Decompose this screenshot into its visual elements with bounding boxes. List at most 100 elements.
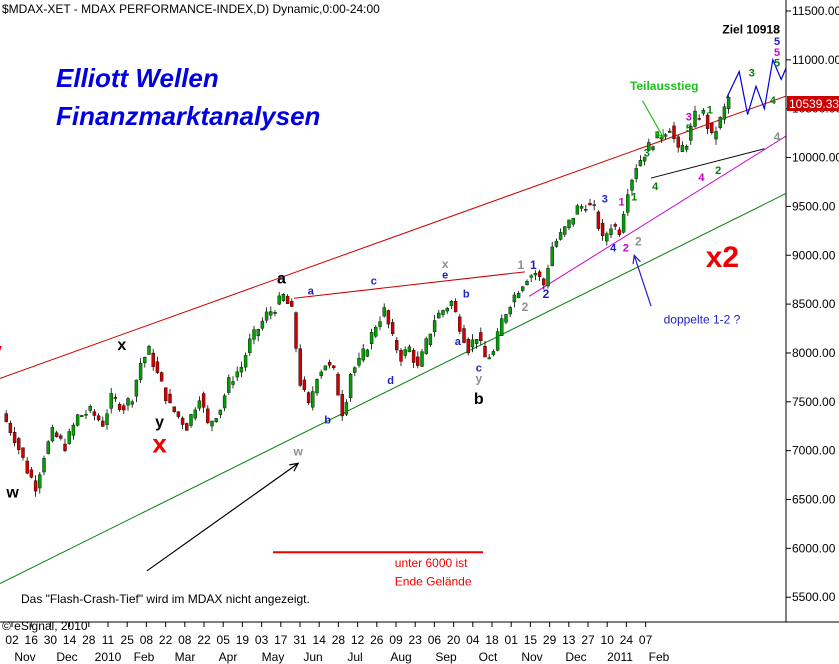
candle-up xyxy=(134,379,139,397)
x-tick-label: 06 xyxy=(428,633,442,647)
x-tick-label: 27 xyxy=(581,633,595,647)
candle-up xyxy=(126,398,130,406)
annotation-text: doppelte 1-2 ? xyxy=(664,313,741,327)
wave-label: a xyxy=(277,271,286,288)
candle-up xyxy=(239,366,244,373)
x-axis-ticks: 02 16 30 14 28 11 25 08 22 08 22 05 19 03 17 31 14 28 12 26… xyxy=(5,622,653,647)
wave-label: y xyxy=(155,414,164,431)
candle-down xyxy=(710,122,714,133)
last-price-box xyxy=(787,96,839,111)
candle-down xyxy=(416,356,420,366)
x-tick-label: 22 xyxy=(197,633,211,647)
candle-up xyxy=(420,351,424,367)
heading-line-2: Finanzmarktanalysen xyxy=(56,101,320,131)
candle-down xyxy=(294,312,298,349)
candle-up xyxy=(693,110,697,127)
candle-up xyxy=(634,168,638,179)
candle-down xyxy=(8,422,13,434)
wave-label: w xyxy=(293,445,304,459)
candle-up xyxy=(579,206,584,209)
candle-down xyxy=(33,480,38,492)
wave-label: 4 xyxy=(698,172,705,184)
wave-label: 1 xyxy=(517,258,524,272)
candle-up xyxy=(441,310,445,315)
candle-up xyxy=(38,474,42,489)
annotation-text: Ende Gelände xyxy=(395,574,472,588)
candle-up xyxy=(189,414,193,426)
wave-label: 1 xyxy=(631,192,637,204)
candle-down xyxy=(327,362,332,366)
candle-down xyxy=(12,432,17,444)
arrow-head xyxy=(632,253,641,265)
wave-label: 3 xyxy=(686,111,692,123)
candle-up xyxy=(554,240,559,247)
chart-title: $MDAX-XET - MDAX PERFORMANCE-INDEX,D) Dy… xyxy=(2,2,380,16)
x-tick-label: 26 xyxy=(370,633,384,647)
candle-down xyxy=(600,222,605,237)
x-month-label: Dec xyxy=(565,650,586,664)
y-tick-label: 5500.00 xyxy=(792,590,836,604)
y-tick-label: 11500.00 xyxy=(792,4,839,18)
candle-up xyxy=(243,355,248,368)
trend-line xyxy=(650,148,765,179)
candle-up xyxy=(281,294,286,301)
x-tick-label: 24 xyxy=(620,633,634,647)
x-tick-label: 09 xyxy=(389,633,403,647)
candle-up xyxy=(504,314,508,323)
last-price-badge: 10539.33 xyxy=(787,96,839,111)
x-tick-label: 13 xyxy=(562,633,576,647)
candle-up xyxy=(273,312,277,314)
candle-up xyxy=(231,381,235,385)
wave-label: b xyxy=(463,288,470,300)
wave-label: 5 xyxy=(774,47,780,59)
candle-up xyxy=(521,286,525,291)
candle-up xyxy=(470,339,475,348)
y-tick-label: 7500.00 xyxy=(792,395,836,409)
candle-up xyxy=(638,160,643,167)
x-tick-label: 18 xyxy=(485,633,499,647)
candle-down xyxy=(584,209,588,211)
wave-label: 3 xyxy=(749,67,755,79)
candle-up xyxy=(571,218,575,225)
candle-down xyxy=(176,411,181,417)
candle-up xyxy=(147,346,151,355)
x-tick-label: 22 xyxy=(159,633,173,647)
candle-up xyxy=(323,365,328,371)
x-month-label: Aug xyxy=(390,650,411,664)
candle-down xyxy=(479,332,483,341)
candle-down xyxy=(537,271,542,277)
candle-down xyxy=(411,349,416,363)
candle-up xyxy=(550,246,554,266)
candle-up xyxy=(138,363,143,380)
candle-up xyxy=(563,226,567,235)
candle-up xyxy=(344,402,349,415)
wave-label: 2 xyxy=(715,165,721,177)
candle-up xyxy=(143,357,147,364)
wave-label: 2 xyxy=(635,234,642,248)
candle-up xyxy=(609,228,613,235)
wave-label: 1 xyxy=(530,258,537,272)
candle-down xyxy=(542,278,546,286)
wave-label: b xyxy=(474,391,484,408)
x-tick-label: 07 xyxy=(639,633,653,647)
x-tick-label: 01 xyxy=(505,633,519,647)
candle-up xyxy=(663,134,668,137)
candle-up xyxy=(630,179,634,191)
candle-up xyxy=(525,281,529,286)
x-month-label: Mar xyxy=(175,650,196,664)
wave-label: y xyxy=(0,338,3,363)
wave-label: x xyxy=(442,257,449,271)
candle-up xyxy=(621,213,626,233)
last-price-label: 10539.33 xyxy=(789,97,839,111)
candle-down xyxy=(302,379,307,390)
candle-up xyxy=(80,415,84,417)
annotation-text: unter 6000 ist xyxy=(395,556,468,570)
x-tick-label: 03 xyxy=(255,633,269,647)
x-tick-label: 29 xyxy=(543,633,557,647)
trendlines xyxy=(0,83,820,584)
candle-up xyxy=(84,414,88,416)
x-tick-label: 28 xyxy=(332,633,346,647)
candle-down xyxy=(117,404,122,410)
candle-up xyxy=(378,321,382,327)
price-series xyxy=(4,57,799,497)
